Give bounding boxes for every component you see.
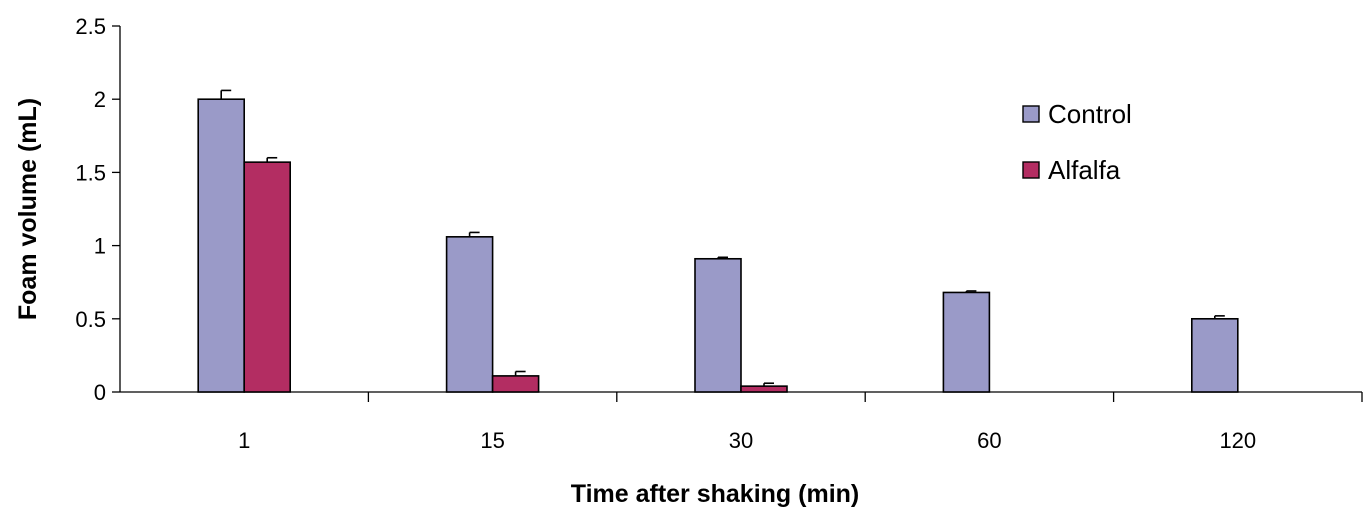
bar-alfalfa [243,161,291,393]
y-tick-label: 1.5 [75,160,106,185]
bar-control [1191,317,1239,393]
y-tick-label: 2.5 [75,14,106,39]
bar-control [445,236,494,393]
legend-swatch-alfalfa [1022,161,1040,179]
x-axis-title: Time after shaking (min) [571,480,860,508]
bar-control [942,291,991,393]
x-tick-label: 15 [480,428,504,453]
bar-alfalfa [491,375,540,393]
y-tick-label: 2 [94,87,106,112]
bar-control [694,257,742,393]
legend-label-alfalfa: Alfalfa [1048,155,1121,185]
bar-alfalfa [740,385,788,393]
y-tick-label: 1 [94,234,106,259]
y-tick-label: 0 [94,380,106,405]
plot-area: 0 0.5 1 1.5 2 2.5 1 15 30 60 120 [75,14,1363,453]
legend-swatch-control [1022,105,1040,123]
y-axis-title: Foam volume (mL) [14,98,42,320]
bar-control [197,98,245,393]
x-tick-label: 30 [729,428,753,453]
y-tick-label: 0.5 [75,307,106,332]
legend-label-control: Control [1048,99,1132,129]
x-tick-label: 1 [238,428,250,453]
x-tick-label: 60 [977,428,1001,453]
x-tick-label: 120 [1219,428,1256,453]
legend: Control Alfalfa [1022,99,1132,185]
